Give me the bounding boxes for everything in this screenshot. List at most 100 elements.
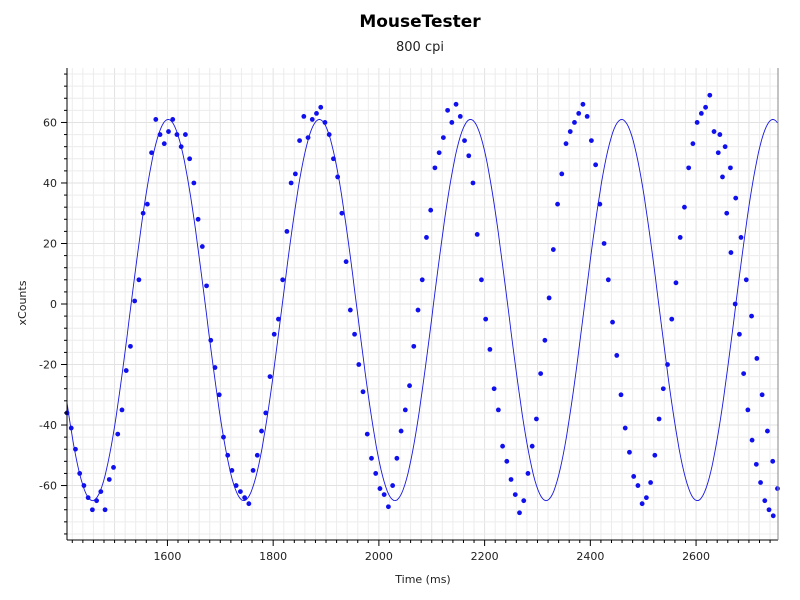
data-point: [166, 129, 171, 134]
data-point: [111, 464, 116, 470]
data-point: [749, 313, 754, 319]
data-point: [542, 337, 548, 343]
data-point: [280, 277, 286, 283]
data-point: [775, 486, 780, 491]
x-tick-label: 2200: [471, 550, 499, 563]
data-point: [73, 446, 78, 452]
data-point: [732, 301, 738, 307]
data-point: [597, 201, 603, 207]
data-point: [276, 316, 281, 322]
data-point: [140, 210, 146, 216]
data-point: [483, 316, 489, 322]
data-point: [360, 389, 366, 395]
data-point: [521, 498, 527, 504]
data-point: [199, 244, 205, 249]
data-point: [242, 495, 248, 501]
data-point: [588, 138, 594, 144]
data-point: [115, 431, 121, 437]
data-point: [711, 129, 717, 134]
data-point: [77, 471, 83, 476]
data-point: [738, 235, 744, 240]
data-point: [762, 498, 768, 504]
data-point: [98, 489, 104, 494]
data-point: [707, 92, 713, 98]
data-point: [398, 428, 404, 434]
data-point: [89, 507, 95, 513]
data-point: [149, 150, 154, 156]
data-point: [559, 171, 565, 177]
data-point: [546, 295, 552, 301]
data-point: [314, 110, 319, 116]
data-point: [170, 117, 176, 122]
data-point: [415, 307, 421, 313]
data-point: [331, 156, 336, 162]
data-point: [343, 259, 349, 265]
data-point: [635, 483, 641, 488]
data-point: [639, 501, 645, 507]
data-point: [407, 383, 412, 389]
data-point: [601, 241, 607, 246]
data-point: [301, 114, 307, 119]
data-point: [660, 386, 666, 392]
data-point: [722, 144, 728, 150]
data-point: [529, 443, 535, 449]
data-point: [352, 331, 357, 337]
data-point: [377, 486, 383, 491]
y-tick-label: -60: [39, 480, 57, 493]
data-point: [144, 201, 150, 207]
data-point: [233, 483, 239, 488]
data-point: [572, 120, 577, 125]
data-point: [766, 507, 772, 513]
data-point: [428, 207, 434, 213]
data-point: [656, 416, 662, 422]
data-point: [322, 120, 328, 125]
data-point: [128, 343, 133, 349]
data-point: [474, 232, 480, 237]
data-point: [436, 150, 442, 156]
data-point: [563, 141, 569, 147]
data-point: [580, 101, 586, 107]
data-point: [369, 455, 374, 461]
data-point: [318, 104, 324, 110]
data-point: [335, 174, 341, 180]
data-point: [237, 489, 243, 494]
data-point: [174, 132, 180, 137]
y-tick-label: 60: [43, 116, 57, 129]
x-axis-label: Time (ms): [394, 573, 450, 586]
data-point: [449, 120, 455, 125]
data-point: [555, 201, 560, 207]
data-point: [386, 504, 391, 510]
chart-title: MouseTester: [359, 12, 481, 32]
data-point: [669, 316, 675, 322]
data-point: [567, 129, 573, 134]
data-point: [453, 101, 459, 107]
data-point: [309, 117, 315, 122]
data-point: [106, 477, 112, 482]
data-point: [686, 165, 692, 171]
data-point: [479, 277, 484, 283]
data-point: [717, 132, 723, 137]
data-point: [85, 495, 91, 501]
data-point: [622, 425, 628, 431]
data-point: [153, 117, 159, 122]
data-point: [254, 452, 260, 458]
data-point: [627, 449, 632, 455]
x-tick-label: 2600: [682, 550, 710, 563]
data-point: [373, 471, 379, 476]
data-point: [250, 468, 256, 473]
y-tick-label: 0: [50, 298, 57, 311]
data-point: [749, 437, 755, 443]
data-point: [631, 474, 637, 479]
data-point: [364, 431, 370, 437]
data-point: [724, 210, 730, 216]
x-tick-label: 2400: [576, 550, 604, 563]
data-point: [123, 368, 129, 373]
data-point: [208, 337, 214, 343]
data-point: [411, 343, 417, 349]
y-tick-label: 40: [43, 177, 57, 190]
y-tick-label: 20: [43, 237, 57, 250]
data-point: [259, 428, 264, 434]
data-point: [394, 455, 400, 461]
data-point: [759, 392, 765, 398]
